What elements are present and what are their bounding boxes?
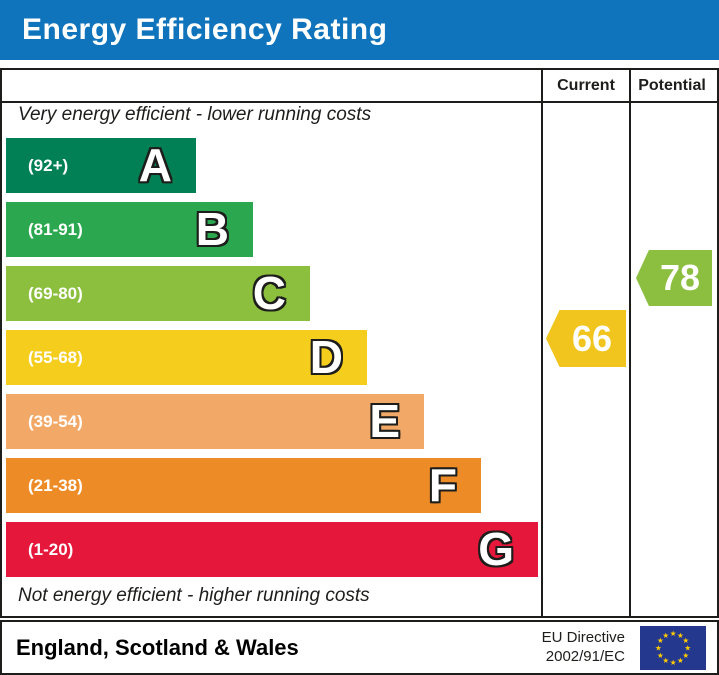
top-note: Very energy efficient - lower running co… <box>18 104 372 125</box>
band-range-label: (55-68) <box>28 347 83 367</box>
current-marker: 66 <box>546 310 626 367</box>
band-B: (81-91) B <box>6 202 253 257</box>
band-letter: B <box>195 202 230 256</box>
eu-flag-star: ★ <box>670 658 677 667</box>
bands-container: (92+) A (81-91) B (69-80) C (55-68) D (39-54) E (2… <box>6 138 538 586</box>
eu-flag-star: ★ <box>682 636 689 645</box>
band-range-label: (21-38) <box>28 475 83 495</box>
current-column-header: Current <box>557 76 615 94</box>
eu-flag-star: ★ <box>684 643 691 652</box>
potential-marker: 78 <box>636 250 712 306</box>
eu-directive-line2: 2002/91/EC <box>545 647 625 665</box>
footer-bar: England, Scotland & Wales EU Directive 2… <box>0 620 719 675</box>
band-letter: D <box>309 330 344 384</box>
band-C: (69-80) C <box>6 266 310 321</box>
eu-flag-star: ★ <box>670 628 677 637</box>
band-letter: A <box>138 138 173 192</box>
eu-flag-icon: ★ ★★★★★★★★★★★ <box>640 625 706 670</box>
eu-flag-star: ★ <box>682 650 689 659</box>
potential-column-header: Potential <box>638 76 706 94</box>
band-D: (55-68) D <box>6 330 367 385</box>
eu-flag-star: ★ <box>662 630 669 639</box>
band-letter: C <box>252 266 287 320</box>
band-F: (21-38) F <box>6 458 481 513</box>
eu-flag-star: ★ <box>662 656 669 665</box>
column-divider-potential <box>629 70 631 616</box>
eu-flag-star: ★ <box>657 636 664 645</box>
column-divider-current <box>541 70 543 616</box>
region-label: England, Scotland & Wales <box>16 634 299 660</box>
band-range-label: (1-20) <box>28 539 74 559</box>
page-title: Energy Efficiency Rating <box>22 13 388 46</box>
band-E: (39-54) E <box>6 394 424 449</box>
eu-flag-field <box>640 625 706 670</box>
header-divider <box>2 101 717 103</box>
band-range-label: (69-80) <box>28 283 83 303</box>
eu-flag-star: ★ <box>677 656 684 665</box>
band-A: (92+) A <box>6 138 196 193</box>
eu-flag-star: ★ <box>677 630 684 639</box>
eu-directive-line1: EU Directive <box>541 628 625 646</box>
band-range-label: (81-91) <box>28 219 83 239</box>
band-letter: F <box>428 458 458 512</box>
title-bar: Energy Efficiency Rating <box>0 0 719 60</box>
current-value: 66 <box>571 317 613 359</box>
eu-flag-star: ★ <box>657 650 664 659</box>
bottom-note: Not energy efficient - higher running co… <box>18 585 370 606</box>
eu-directive-label: EU Directive 2002/91/EC <box>542 629 625 667</box>
band-letter: G <box>477 522 515 576</box>
band-range-label: (39-54) <box>28 411 83 431</box>
band-G: (1-20) G <box>6 522 538 577</box>
potential-value: 78 <box>659 257 701 298</box>
band-range-label: (92+) <box>28 155 69 175</box>
band-letter: E <box>368 394 401 448</box>
eu-flag-star: ★ <box>655 643 662 652</box>
rating-table: Current Potential Very energy efficient … <box>0 68 719 618</box>
